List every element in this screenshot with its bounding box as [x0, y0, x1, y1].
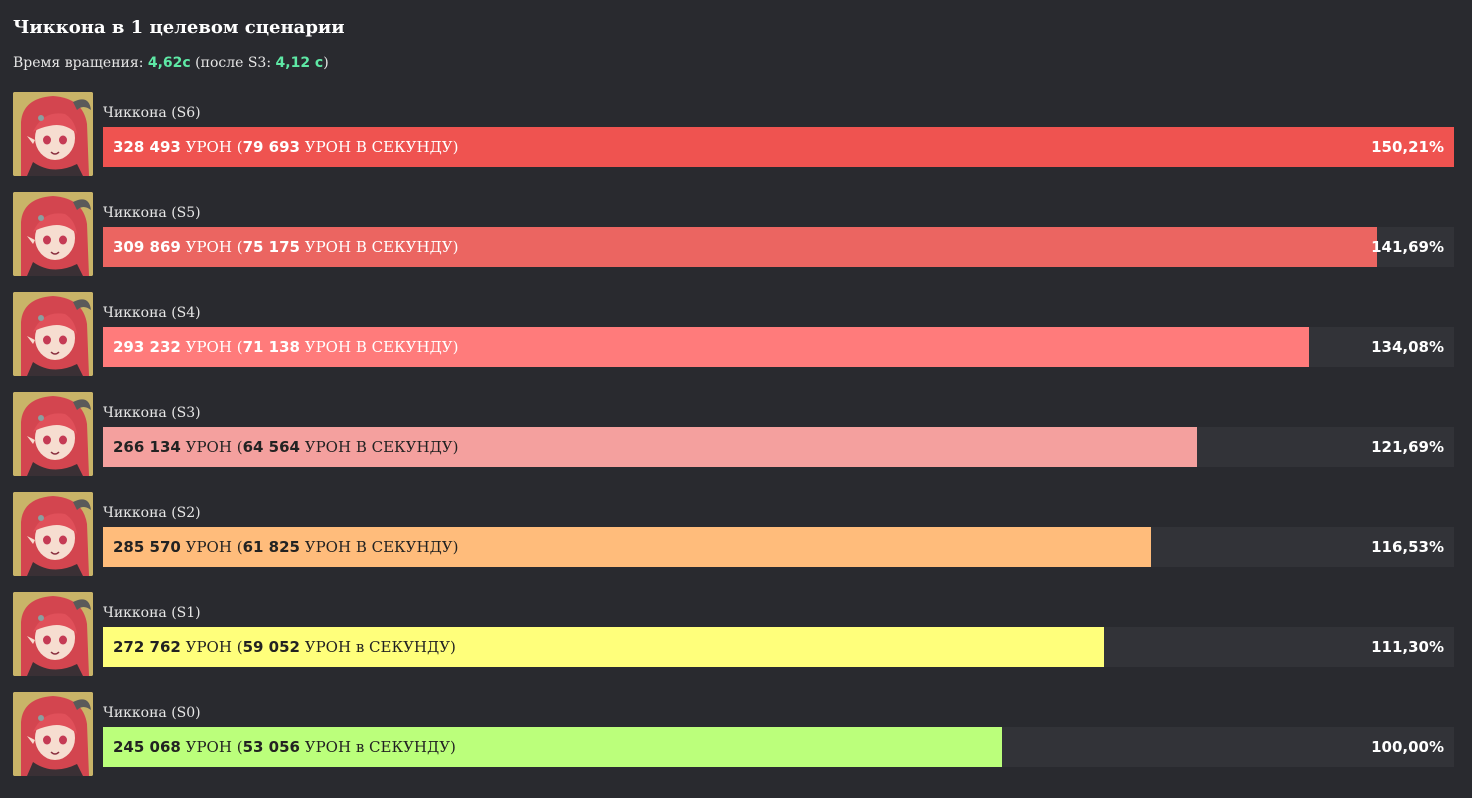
damage-value: 285 570 [113, 538, 181, 556]
dps-unit: УРОН В СЕКУНДУ) [299, 238, 459, 256]
character-portrait-icon [13, 192, 93, 276]
bar-value-label: 285 570 УРОН (61 825 УРОН В СЕКУНДУ) [113, 527, 458, 567]
bar-percent: 134,08% [1371, 338, 1444, 356]
bar-label: Чиккона (S6) [103, 105, 201, 121]
bar-track: 285 570 УРОН (61 825 УРОН В СЕКУНДУ) 116,… [103, 527, 1454, 567]
dps-value: 71 138 [242, 338, 300, 356]
character-portrait-icon [13, 692, 93, 776]
bar-fill [103, 527, 1151, 567]
rotation-label: Время вращения: [13, 55, 148, 71]
after-open-text: (после S3: [190, 55, 276, 71]
bar-fill [103, 327, 1309, 367]
bar-percent: 100,00% [1371, 738, 1444, 756]
avatar [13, 592, 93, 676]
dps-unit: УРОН В СЕКУНДУ) [299, 438, 459, 456]
damage-unit: УРОН ( [180, 438, 243, 456]
bar-value-label: 328 493 УРОН (79 693 УРОН В СЕКУНДУ) [113, 127, 458, 167]
rotation-value: 4,62с [147, 55, 191, 71]
bar-percent: 111,30% [1371, 638, 1444, 656]
bar-track: 245 068 УРОН (53 056 УРОН в СЕКУНДУ) 100,… [103, 727, 1454, 767]
bar-label: Чиккона (S1) [103, 605, 201, 621]
damage-unit: УРОН ( [180, 738, 243, 756]
bar-percent: 150,21% [1371, 138, 1444, 156]
damage-unit: УРОН ( [180, 138, 243, 156]
bar-track: 293 232 УРОН (71 138 УРОН В СЕКУНДУ) 134,… [103, 327, 1454, 367]
damage-value: 309 869 [113, 238, 181, 256]
damage-unit: УРОН ( [180, 538, 243, 556]
bar-row: Чиккона (S2) 285 570 УРОН (61 825 УРОН В … [13, 492, 1455, 578]
bar-row: Чиккона (S6) 328 493 УРОН (79 693 УРОН В … [13, 92, 1455, 178]
character-portrait-icon [13, 492, 93, 576]
damage-unit: УРОН ( [180, 238, 243, 256]
bar-percent: 121,69% [1371, 438, 1444, 456]
dps-unit: УРОН В СЕКУНДУ) [299, 138, 459, 156]
dps-value: 79 693 [242, 138, 300, 156]
bar-value-label: 293 232 УРОН (71 138 УРОН В СЕКУНДУ) [113, 327, 458, 367]
chart-title: Чиккона в 1 целевом сценарии [13, 17, 345, 38]
bar-value-label: 266 134 УРОН (64 564 УРОН В СЕКУНДУ) [113, 427, 458, 467]
dps-value: 59 052 [242, 638, 300, 656]
damage-value: 245 068 [113, 738, 181, 756]
bar-percent: 116,53% [1371, 538, 1444, 556]
dps-unit: УРОН в СЕКУНДУ) [299, 638, 456, 656]
dps-value: 53 056 [242, 738, 300, 756]
bar-value-label: 309 869 УРОН (75 175 УРОН В СЕКУНДУ) [113, 227, 458, 267]
dps-unit: УРОН В СЕКУНДУ) [299, 338, 459, 356]
damage-value: 272 762 [113, 638, 181, 656]
bar-label: Чиккона (S0) [103, 705, 201, 721]
avatar [13, 392, 93, 476]
bar-fill [103, 727, 1002, 767]
dps-unit: УРОН в СЕКУНДУ) [299, 738, 456, 756]
bar-value-label: 272 762 УРОН (59 052 УРОН в СЕКУНДУ) [113, 627, 456, 667]
avatar [13, 492, 93, 576]
bar-row: Чиккона (S3) 266 134 УРОН (64 564 УРОН В … [13, 392, 1455, 478]
bar-track: 328 493 УРОН (79 693 УРОН В СЕКУНДУ) 150,… [103, 127, 1454, 167]
character-portrait-icon [13, 292, 93, 376]
rotation-time: Время вращения: 4,62с (после S3: 4,12 с) [13, 55, 329, 71]
bar-row: Чиккона (S5) 309 869 УРОН (75 175 УРОН В … [13, 192, 1455, 278]
damage-unit: УРОН ( [180, 638, 243, 656]
bar-fill [103, 127, 1454, 167]
avatar [13, 292, 93, 376]
bar-row: Чиккона (S1) 272 762 УРОН (59 052 УРОН в … [13, 592, 1455, 678]
bar-row: Чиккона (S4) 293 232 УРОН (71 138 УРОН В … [13, 292, 1455, 378]
bar-value-label: 245 068 УРОН (53 056 УРОН в СЕКУНДУ) [113, 727, 456, 767]
damage-value: 293 232 [113, 338, 181, 356]
dps-value: 64 564 [242, 438, 300, 456]
character-portrait-icon [13, 592, 93, 676]
character-portrait-icon [13, 392, 93, 476]
after-s3-value: 4,12 с [275, 55, 324, 71]
after-close-text: ) [323, 55, 329, 71]
dps-value: 75 175 [242, 238, 300, 256]
dps-value: 61 825 [242, 538, 300, 556]
bar-fill [103, 627, 1104, 667]
damage-unit: УРОН ( [180, 338, 243, 356]
bar-track: 272 762 УРОН (59 052 УРОН в СЕКУНДУ) 111,… [103, 627, 1454, 667]
bar-percent: 141,69% [1371, 238, 1444, 256]
bar-label: Чиккона (S2) [103, 505, 201, 521]
avatar [13, 692, 93, 776]
avatar [13, 92, 93, 176]
damage-value: 266 134 [113, 438, 181, 456]
dps-unit: УРОН В СЕКУНДУ) [299, 538, 459, 556]
bar-label: Чиккона (S4) [103, 305, 201, 321]
damage-value: 328 493 [113, 138, 181, 156]
bar-label: Чиккона (S3) [103, 405, 201, 421]
bar-track: 266 134 УРОН (64 564 УРОН В СЕКУНДУ) 121,… [103, 427, 1454, 467]
bar-fill [103, 427, 1197, 467]
bar-label: Чиккона (S5) [103, 205, 201, 221]
bar-track: 309 869 УРОН (75 175 УРОН В СЕКУНДУ) 141,… [103, 227, 1454, 267]
bar-row: Чиккона (S0) 245 068 УРОН (53 056 УРОН в … [13, 692, 1455, 778]
character-portrait-icon [13, 92, 93, 176]
avatar [13, 192, 93, 276]
bar-fill [103, 227, 1377, 267]
